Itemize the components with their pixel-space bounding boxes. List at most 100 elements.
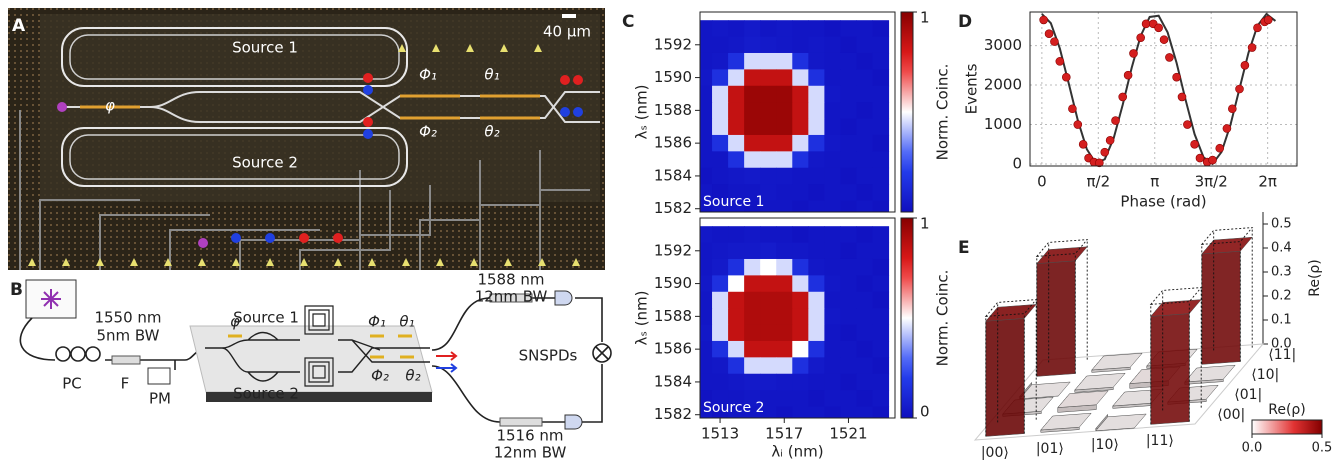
x-tick-label: π <box>1150 173 1159 191</box>
cell <box>744 390 761 408</box>
cell <box>712 20 729 38</box>
data-point <box>1215 143 1225 153</box>
z-tick-label: 0.0 <box>1271 337 1292 352</box>
x-tick-label: π/2 <box>1086 173 1110 191</box>
cell <box>776 200 793 212</box>
cell <box>808 184 825 202</box>
cell <box>776 340 793 358</box>
cell <box>728 52 745 70</box>
cell <box>728 118 745 136</box>
cell <box>872 357 890 375</box>
label: SNSPDs <box>519 347 578 365</box>
cell <box>792 36 809 54</box>
y-tick-label: 1590 <box>654 274 692 292</box>
cell <box>792 226 809 244</box>
cell <box>712 275 729 293</box>
label: 12nm BW <box>475 288 548 306</box>
cell <box>856 373 874 391</box>
cell <box>840 200 857 212</box>
cell <box>824 308 841 326</box>
cell <box>808 69 825 87</box>
label: Φ₁ <box>368 313 386 331</box>
data-point <box>1165 53 1174 62</box>
cell <box>840 226 857 244</box>
cell <box>792 69 809 87</box>
cell <box>776 406 793 418</box>
x-axis-label: λᵢ (nm) <box>771 443 823 460</box>
y-tick-label: 3000 <box>984 36 1022 54</box>
cell <box>824 324 841 342</box>
cell <box>712 324 729 342</box>
panel-a: A Source 1 Source 2 40 µm φ Φ₁ θ₁ Φ₂ θ₂ <box>8 8 605 270</box>
cell <box>700 373 713 391</box>
colorbar <box>900 11 914 213</box>
cell <box>840 85 857 103</box>
row-label: |00⟩ <box>981 445 1009 460</box>
cell <box>728 324 745 342</box>
cell <box>728 151 745 169</box>
spiral-2 <box>304 357 334 387</box>
z-tick-label: 0.4 <box>1271 241 1292 256</box>
cell <box>872 134 890 152</box>
z-tick-label: 0.3 <box>1271 265 1292 280</box>
cell <box>700 102 713 120</box>
cell <box>744 52 761 70</box>
cell <box>728 167 745 185</box>
cell <box>744 151 761 169</box>
bar-front <box>1036 260 1076 377</box>
cell <box>744 200 761 212</box>
data-point <box>1183 120 1192 129</box>
cell <box>760 406 777 418</box>
cell <box>776 291 793 309</box>
cell <box>728 102 745 120</box>
cell <box>712 85 729 103</box>
cell <box>760 373 777 391</box>
cell <box>700 69 713 87</box>
cell <box>824 134 841 152</box>
cell <box>776 167 793 185</box>
cell <box>824 36 841 54</box>
cell <box>760 258 777 276</box>
cell <box>824 275 841 293</box>
cell <box>792 134 809 152</box>
colorbar-tick-label: 1 <box>920 215 930 233</box>
cell <box>872 340 890 358</box>
cell <box>808 308 825 326</box>
data-point <box>1118 92 1128 102</box>
cell <box>792 102 809 120</box>
ring-source-1 <box>61 27 408 87</box>
cell <box>744 20 761 38</box>
annotation: Source 2 <box>703 400 764 416</box>
cell <box>760 134 777 152</box>
cell <box>840 308 857 326</box>
cell <box>744 340 761 358</box>
cell <box>712 69 729 87</box>
cell <box>872 69 890 87</box>
chip-waveguides <box>205 331 430 382</box>
cell <box>760 167 777 185</box>
cell <box>824 167 841 185</box>
cell <box>744 226 761 244</box>
heaters <box>80 94 540 120</box>
data-point <box>1190 139 1199 149</box>
cell <box>700 406 713 418</box>
y-axis-label: λₛ (nm) <box>633 84 651 139</box>
cell <box>824 184 841 202</box>
x-axis-label: Phase (rad) <box>1120 193 1206 211</box>
ring-source-2-inner <box>69 134 400 180</box>
cell <box>792 258 809 276</box>
heatmap: 1582 1584 1586 1588 1590 1592 1513 1517 1521 λᵢ (… <box>633 215 952 460</box>
cell <box>840 291 857 309</box>
cell <box>792 373 809 391</box>
cell <box>872 118 890 136</box>
label: Source 1 <box>233 309 299 327</box>
z-tick-label: 0.1 <box>1271 313 1292 328</box>
plot-frame <box>699 11 896 213</box>
label: 1516 nm <box>496 427 563 445</box>
cell <box>808 151 825 169</box>
cell <box>760 291 777 309</box>
cell <box>808 340 825 358</box>
bar-top <box>1091 352 1143 371</box>
cell <box>744 406 761 418</box>
data-point <box>1235 84 1244 94</box>
